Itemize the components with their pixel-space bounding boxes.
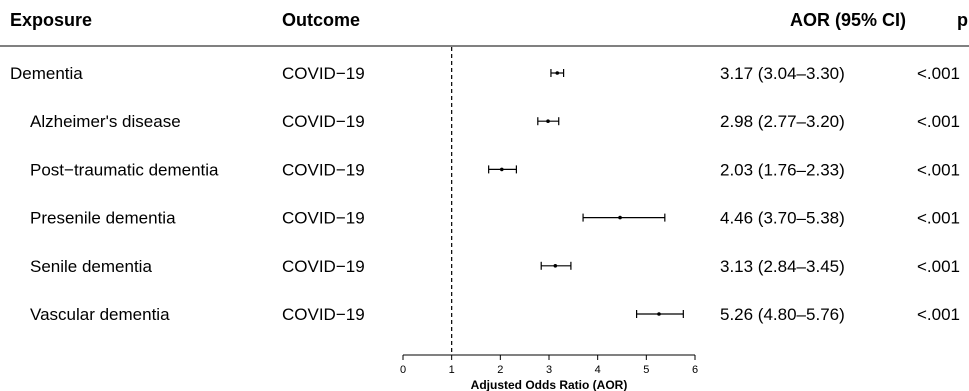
outcome-label: COVID−19 (282, 257, 365, 276)
exposure-label: Vascular dementia (30, 305, 170, 324)
outcome-label: COVID−19 (282, 305, 365, 324)
exposure-label: Presenile dementia (30, 209, 176, 228)
forest-row: Dementia COVID−19 3.17 (3.04–3.30) <.001 (10, 64, 960, 83)
forest-row: Presenile dementia COVID−19 4.46 (3.70–5.3… (30, 209, 960, 228)
x-axis-title: Adjusted Odds Ratio (AOR) (471, 378, 628, 391)
x-tick-label: 1 (449, 364, 455, 376)
outcome-label: COVID−19 (282, 160, 365, 179)
x-tick-label: 3 (546, 364, 552, 376)
aor-ci-label: 5.26 (4.80–5.76) (720, 305, 845, 324)
x-tick-label: 2 (497, 364, 503, 376)
forest-row: Post−traumatic dementia COVID−19 2.03 (1.7… (30, 160, 960, 179)
header-aor: AOR (95% CI) (790, 10, 906, 30)
exposure-label: Senile dementia (30, 257, 152, 276)
outcome-label: COVID−19 (282, 112, 365, 131)
header-p: p (957, 10, 968, 30)
aor-ci-label: 2.98 (2.77–3.20) (720, 112, 845, 131)
aor-ci-label: 4.46 (3.70–5.38) (720, 209, 845, 228)
point-estimate (499, 167, 504, 172)
point-estimate (555, 71, 560, 75)
x-tick-label: 4 (595, 364, 601, 376)
x-tick-label: 0 (400, 364, 406, 376)
header-outcome: Outcome (282, 10, 360, 30)
point-estimate (618, 215, 622, 220)
forest-row: Alzheimer's disease COVID−19 2.98 (2.77–3.… (30, 112, 960, 131)
header-exposure: Exposure (10, 10, 92, 30)
p-value-label: <.001 (917, 64, 960, 83)
rows-group: Dementia COVID−19 3.17 (3.04–3.30) <.001Alz… (10, 64, 960, 324)
x-tick-label: 6 (692, 364, 698, 376)
aor-ci-label: 3.13 (2.84–3.45) (720, 257, 845, 276)
exposure-label: Dementia (10, 64, 83, 83)
point-estimate (657, 312, 661, 316)
p-value-label: <.001 (917, 209, 960, 228)
point-estimate (546, 119, 550, 123)
p-value-label: <.001 (917, 257, 960, 276)
forest-row: Senile dementia COVID−19 3.13 (2.84–3.45) <… (30, 257, 960, 276)
exposure-label: Alzheimer's disease (30, 112, 181, 131)
outcome-label: COVID−19 (282, 64, 365, 83)
aor-ci-label: 2.03 (1.76–2.33) (720, 160, 845, 179)
forest-row: Vascular dementia COVID−19 5.26 (4.80–5.76… (30, 305, 960, 324)
p-value-label: <.001 (917, 112, 960, 131)
outcome-label: COVID−19 (282, 209, 365, 228)
p-value-label: <.001 (917, 305, 960, 324)
x-tick-label: 5 (643, 364, 649, 376)
x-axis: 0 1 2 3 4 5 6 (400, 354, 698, 376)
p-value-label: <.001 (917, 160, 960, 179)
exposure-label: Post−traumatic dementia (30, 160, 219, 179)
aor-ci-label: 3.17 (3.04–3.30) (720, 64, 845, 83)
point-estimate (553, 264, 558, 268)
